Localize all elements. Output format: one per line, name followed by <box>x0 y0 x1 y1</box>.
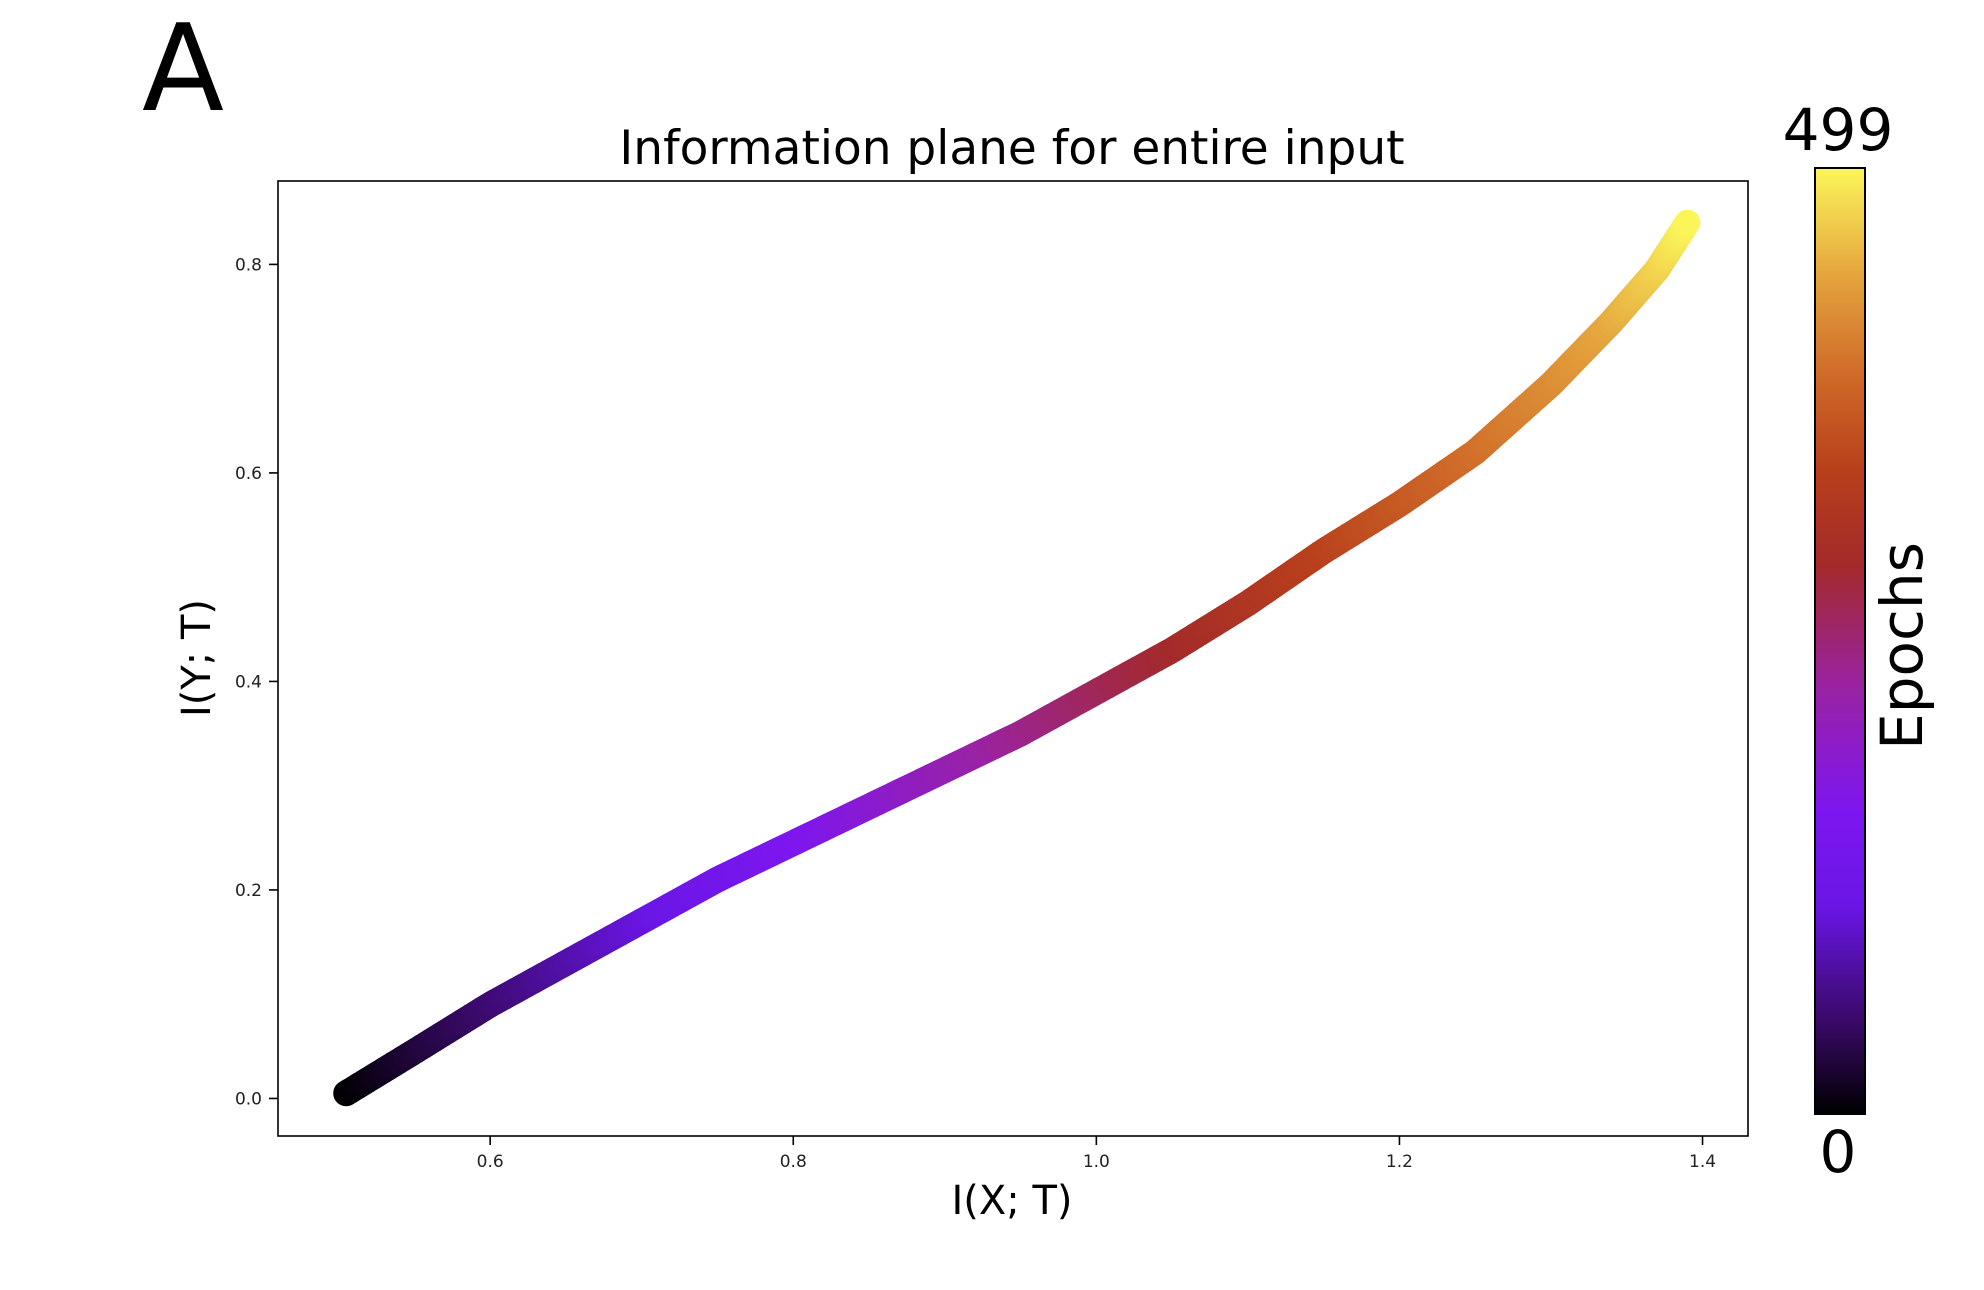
plot-frame <box>277 180 1749 1137</box>
x-axis-ticks: 0.6 0.8 1.0 1.2 1.4 <box>477 1136 1716 1172</box>
colorbar <box>1814 167 1866 1115</box>
y-tick-label: 0.4 <box>235 672 262 692</box>
scatter-point <box>1674 209 1701 236</box>
x-tick-label: 0.6 <box>477 1152 504 1172</box>
y-tick-label: 0.2 <box>235 881 262 901</box>
x-axis-label: I(X; T) <box>951 1178 1072 1224</box>
scatter-points <box>333 209 1701 1107</box>
x-tick-label: 0.8 <box>780 1152 807 1172</box>
y-tick-label: 0.8 <box>235 255 262 275</box>
chart-title: Information plane for entire input <box>619 121 1404 176</box>
y-axis-label: I(Y; T) <box>174 599 220 717</box>
y-tick-label: 0.0 <box>235 1089 262 1109</box>
colorbar-title: Epochs <box>1868 542 1936 750</box>
panel-label: A <box>142 0 225 139</box>
y-axis-ticks: 0.0 0.2 0.4 0.6 0.8 <box>235 255 278 1109</box>
x-tick-label: 1.4 <box>1689 1152 1716 1172</box>
y-tick-label: 0.6 <box>235 464 262 484</box>
x-tick-label: 1.2 <box>1386 1152 1413 1172</box>
colorbar-max-label: 499 <box>1783 96 1894 164</box>
colorbar-min-label: 0 <box>1820 1118 1857 1186</box>
x-tick-label: 1.0 <box>1083 1152 1110 1172</box>
